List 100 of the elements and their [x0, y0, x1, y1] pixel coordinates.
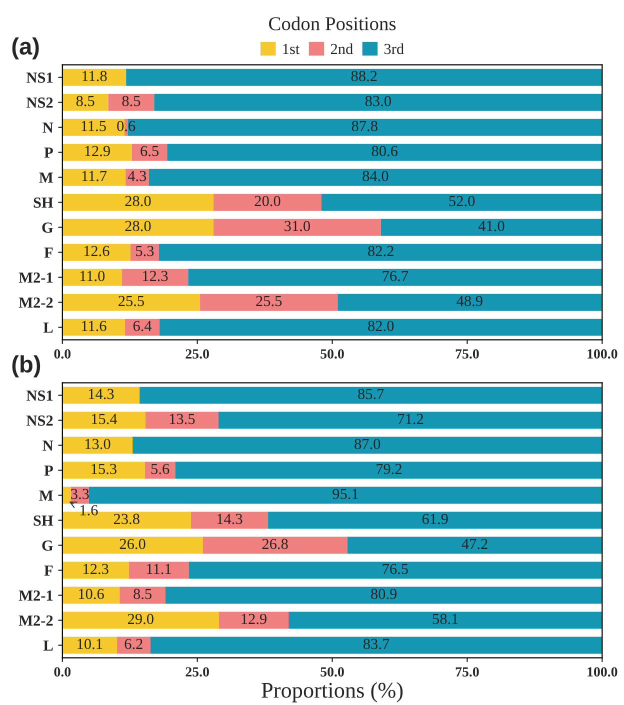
- data-label: 82.2: [368, 246, 394, 256]
- bar: [154, 94, 602, 111]
- bar: [126, 68, 602, 86]
- bar: [88, 486, 602, 504]
- bar: [214, 194, 322, 211]
- bar: [62, 168, 126, 186]
- bar: [347, 536, 602, 554]
- y-tick-label: NS1: [26, 390, 53, 401]
- data-label: 48.9: [456, 296, 482, 306]
- data-label: 3.3: [71, 488, 89, 500]
- bar: [160, 318, 602, 336]
- data-label: 87.8: [352, 120, 378, 132]
- y-tick-label: N: [42, 440, 54, 451]
- x-tick-label: 75.0: [456, 667, 479, 677]
- bar: [62, 318, 126, 336]
- bar: [62, 462, 145, 479]
- data-label: 13.5: [170, 414, 195, 424]
- bar: [62, 562, 129, 579]
- data-label: 10.6: [78, 588, 104, 600]
- bar: [62, 386, 140, 404]
- data-label: 83.7: [363, 638, 390, 650]
- data-label: 5.6: [151, 464, 170, 474]
- data-label: 26.0: [120, 538, 146, 550]
- bar: [130, 244, 160, 261]
- bar: [148, 168, 602, 186]
- data-label: 6.2: [124, 638, 142, 650]
- y-tick-label: L: [43, 640, 53, 651]
- x-tick-label: 0.0: [54, 667, 71, 677]
- bar: [62, 294, 200, 311]
- data-label: 11.8: [82, 70, 107, 82]
- bar: [338, 294, 602, 311]
- bar: [62, 486, 72, 504]
- x-tick-label: 50.0: [320, 349, 344, 359]
- data-label: 8.5: [76, 96, 94, 106]
- bar: [62, 218, 214, 236]
- bar: [200, 294, 338, 311]
- data-label: 87.0: [354, 438, 380, 450]
- legend-title: Codon Positions: [269, 16, 396, 30]
- bar: [108, 94, 154, 111]
- data-label: 4.3: [128, 170, 146, 182]
- y-tick-label: M2-2: [18, 615, 53, 626]
- y-tick-label: M2-2: [18, 298, 53, 308]
- bar: [62, 194, 214, 211]
- y-tick-label: M2-1: [18, 590, 53, 601]
- y-tick-label: M: [39, 490, 53, 501]
- data-label: 14.3: [88, 388, 114, 400]
- bar: [165, 586, 602, 604]
- data-label: 52.0: [449, 196, 475, 206]
- bar: [62, 94, 108, 111]
- bar: [125, 318, 160, 336]
- data-label: 25.5: [118, 296, 144, 306]
- bar: [116, 636, 150, 654]
- data-label: 11.6: [82, 320, 106, 332]
- x-tick-label: 50.0: [320, 667, 344, 677]
- data-label: 11.1: [147, 564, 171, 574]
- data-label: 76.5: [382, 564, 408, 574]
- bar: [62, 612, 219, 629]
- data-label: 84.0: [362, 170, 388, 182]
- bar: [140, 386, 602, 404]
- data-label: 80.6: [372, 146, 398, 156]
- x-tick-label: 25.0: [186, 667, 209, 677]
- data-label: 8.5: [122, 96, 140, 106]
- y-tick-label: N: [42, 122, 54, 133]
- bar: [167, 144, 602, 161]
- bar: [62, 436, 133, 454]
- y-tick-label: F: [44, 566, 53, 576]
- y-tick-label: L: [43, 322, 53, 333]
- data-label: 12.9: [242, 614, 266, 624]
- data-label: 28.0: [125, 220, 151, 232]
- legend-label: 3rd: [384, 43, 404, 54]
- data-label: 23.8: [114, 514, 140, 524]
- data-label: 12.9: [85, 146, 110, 156]
- data-label: 47.2: [462, 538, 488, 550]
- y-tick-label: NS1: [26, 72, 53, 83]
- data-label: 95.1: [332, 488, 358, 500]
- data-label: 20.0: [254, 196, 280, 206]
- legend-label: 2nd: [330, 43, 353, 54]
- data-label: 71.2: [398, 414, 424, 424]
- data-label: 14.3: [217, 514, 242, 524]
- y-tick-label: P: [44, 466, 53, 476]
- data-label: 6.4: [133, 320, 152, 332]
- bar: [159, 244, 602, 261]
- data-label: 15.3: [92, 464, 116, 474]
- bar: [62, 586, 120, 604]
- bar: [62, 68, 126, 86]
- data-label: 12.3: [84, 564, 108, 574]
- y-tick-label: P: [44, 148, 53, 158]
- data-label: 5.3: [136, 246, 154, 256]
- bar: [288, 612, 602, 629]
- bar: [190, 512, 268, 529]
- bar: [202, 536, 348, 554]
- bar: [188, 268, 602, 286]
- data-label: 28.0: [125, 196, 151, 206]
- data-label: 15.4: [92, 414, 118, 424]
- bar: [188, 562, 602, 579]
- bar: [175, 462, 602, 479]
- data-label: 31.0: [284, 220, 310, 232]
- bar: [120, 586, 166, 604]
- bar: [214, 218, 381, 236]
- bar: [321, 194, 602, 211]
